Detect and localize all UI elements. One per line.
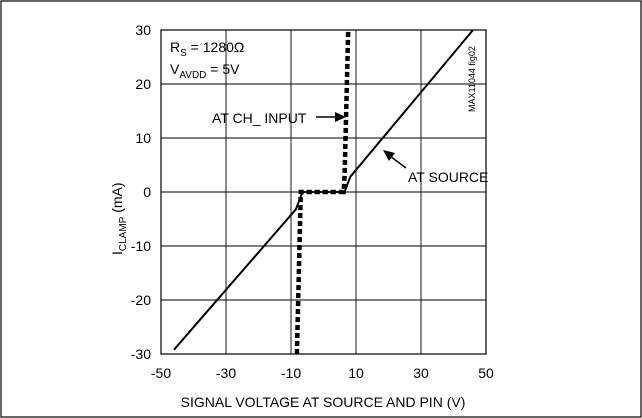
param-vavdd: VAVDD = 5V (170, 61, 240, 81)
y-axis-ticks: 30 20 10 0 -10 -20 -30 (131, 22, 151, 362)
y-tick-label: -20 (131, 292, 151, 308)
plot-area-border (160, 29, 487, 355)
annotation-at-ch-input: AT CH_ INPUT (212, 110, 307, 126)
series-lines (173, 29, 474, 355)
x-tick-label: -10 (281, 365, 301, 381)
y-tick-label: -10 (131, 238, 151, 254)
y-tick-label: 30 (135, 22, 151, 38)
x-tick-label: 50 (478, 365, 494, 381)
x-tick-label: 10 (348, 365, 364, 381)
series-line-at-ch-input (294, 29, 351, 355)
x-axis-label: SIGNAL VOLTAGE AT SOURCE AND PIN (V) (181, 394, 466, 410)
x-axis-ticks: -50 -30 -10 10 30 50 (151, 365, 494, 381)
grid-lines (161, 30, 486, 354)
figure-watermark: MAX11044 fig02 (467, 46, 477, 112)
y-axis-label: ICLAMP (mA) (109, 182, 129, 255)
y-tick-label: 20 (135, 76, 151, 92)
y-tick-label: 10 (135, 130, 151, 146)
annotation-at-source: AT SOURCE (408, 169, 488, 185)
y-tick-label: 0 (143, 184, 151, 200)
arrowhead-at-source (383, 150, 395, 161)
x-tick-label: 30 (413, 365, 429, 381)
param-rs: RS = 1280Ω (170, 39, 244, 59)
x-tick-label: -30 (216, 365, 236, 381)
x-tick-label: -50 (151, 365, 171, 381)
arrowhead-at-ch-input (335, 112, 346, 122)
y-tick-label: -30 (131, 346, 151, 362)
arrow-at-source (389, 155, 407, 169)
